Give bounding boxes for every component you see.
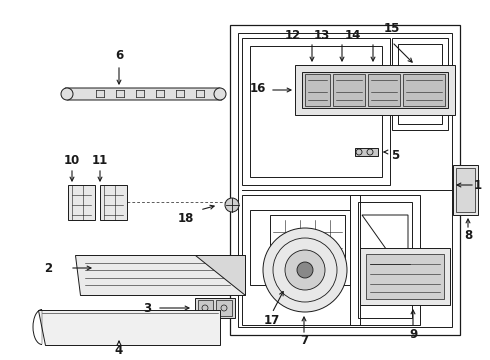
- Polygon shape: [403, 74, 445, 106]
- Text: 7: 7: [300, 333, 308, 346]
- Text: 9: 9: [409, 328, 417, 342]
- Polygon shape: [216, 300, 232, 316]
- Text: 16: 16: [250, 81, 266, 95]
- Polygon shape: [355, 148, 378, 156]
- Text: 14: 14: [345, 28, 361, 41]
- Text: 12: 12: [285, 28, 301, 41]
- Circle shape: [225, 198, 239, 212]
- Polygon shape: [456, 168, 475, 212]
- Polygon shape: [75, 255, 245, 295]
- Text: 1: 1: [474, 179, 482, 192]
- Text: 11: 11: [92, 153, 108, 166]
- Text: 17: 17: [264, 314, 280, 327]
- Text: 6: 6: [115, 49, 123, 62]
- Circle shape: [61, 88, 73, 100]
- Polygon shape: [100, 185, 127, 220]
- Text: 2: 2: [44, 261, 52, 274]
- Circle shape: [297, 262, 313, 278]
- Polygon shape: [198, 300, 213, 316]
- Polygon shape: [453, 165, 478, 215]
- Polygon shape: [38, 310, 220, 345]
- Text: 10: 10: [64, 153, 80, 166]
- Polygon shape: [295, 65, 455, 115]
- Circle shape: [263, 228, 347, 312]
- Text: 4: 4: [115, 343, 123, 356]
- Polygon shape: [360, 248, 450, 305]
- Polygon shape: [302, 72, 448, 108]
- Circle shape: [285, 250, 325, 290]
- Text: 18: 18: [178, 212, 194, 225]
- Polygon shape: [195, 298, 235, 318]
- Polygon shape: [333, 74, 365, 106]
- Polygon shape: [65, 88, 222, 100]
- Text: 3: 3: [143, 302, 151, 315]
- Text: 8: 8: [464, 229, 472, 242]
- Polygon shape: [195, 255, 245, 295]
- Polygon shape: [366, 254, 444, 299]
- Text: 13: 13: [314, 28, 330, 41]
- Text: 15: 15: [384, 22, 400, 35]
- Polygon shape: [68, 185, 95, 220]
- Polygon shape: [305, 74, 330, 106]
- Polygon shape: [368, 74, 400, 106]
- Text: 5: 5: [391, 149, 399, 162]
- Circle shape: [214, 88, 226, 100]
